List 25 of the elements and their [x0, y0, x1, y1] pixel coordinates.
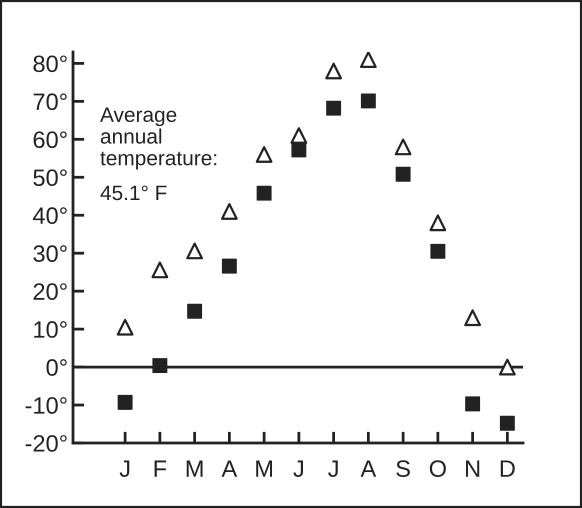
y-tick-label: -10°	[26, 397, 67, 414]
x-tick-label: M	[256, 460, 272, 477]
y-tick-label: 50°	[33, 169, 67, 186]
x-tick-label: J	[328, 460, 338, 478]
x-tick-label: F	[154, 460, 166, 477]
x-tick-label: J	[120, 460, 130, 478]
x-tick-label: N	[466, 460, 480, 477]
y-tick-label: 70°	[34, 93, 67, 110]
y-tick-label: 30°	[33, 245, 67, 262]
y-tick-label: 60°	[34, 131, 67, 148]
x-tick-label: D	[500, 460, 515, 477]
y-tick-label: 20°	[34, 283, 67, 300]
y-tick-label: 0°	[46, 359, 67, 376]
annotation: Average annual temperature:	[100, 108, 216, 170]
y-tick-label: 80°	[33, 55, 67, 72]
x-tick-label: S	[396, 460, 410, 478]
y-tick-label: -20°	[26, 435, 67, 452]
y-tick-label: 40°	[32, 207, 67, 224]
annotation: 45.1° F	[100, 185, 167, 200]
x-tick-label: A	[222, 460, 238, 477]
x-tick-label: O	[430, 460, 446, 478]
y-tick-label: 10°	[34, 321, 67, 338]
x-tick-label: A	[360, 460, 376, 477]
x-tick-label: J	[293, 460, 304, 478]
x-tick-label: M	[186, 460, 203, 477]
